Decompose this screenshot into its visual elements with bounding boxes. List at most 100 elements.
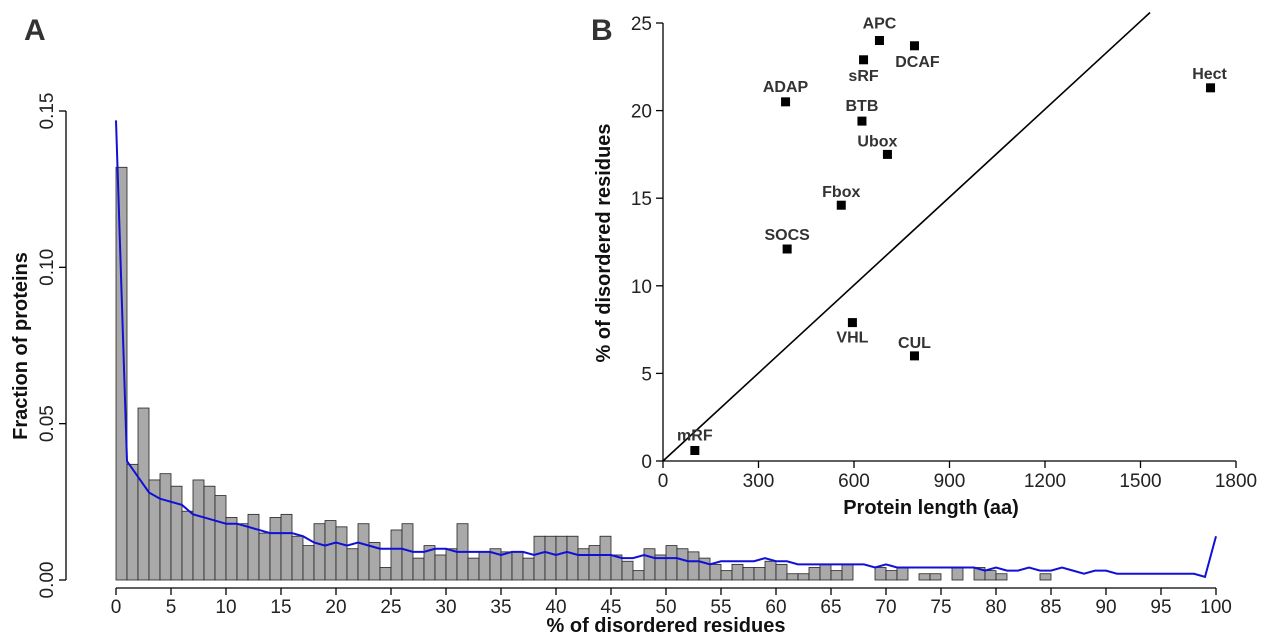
scatter-point-adap (781, 97, 791, 107)
histogram-bar (544, 535, 557, 581)
histogram-bar (434, 554, 447, 581)
histogram-bar (951, 567, 964, 581)
histogram-bar (984, 570, 997, 581)
histogram-bar (555, 535, 568, 581)
scatter-point-btb (857, 116, 867, 126)
y-tick-label: 15 (631, 189, 652, 210)
x-tick-label: 10 (215, 597, 236, 618)
x-tick-label: 1800 (1215, 471, 1257, 492)
x-tick-label: 90 (1095, 597, 1116, 618)
histogram-bar (687, 551, 700, 581)
x-tick-label: 5 (166, 597, 177, 618)
histogram-bar (247, 513, 260, 581)
point-label-btb: BTB (846, 98, 879, 115)
histogram-bar (665, 545, 678, 581)
histogram-bar (742, 567, 755, 581)
histogram-bar (280, 513, 293, 581)
panel-a-letter: A (24, 14, 46, 47)
scatter-point-ubox (882, 149, 892, 159)
scatter-point-vhl (847, 318, 857, 328)
point-label-srf: sRF (848, 68, 878, 85)
histogram-bar (566, 535, 579, 581)
histogram-bar (995, 573, 1008, 581)
histogram-bars (115, 166, 1052, 581)
panel-b-x-axis-title: Protein length (aa) (843, 497, 1019, 519)
histogram-bar (588, 545, 601, 581)
histogram-bar (797, 573, 810, 581)
x-tick-label: 1200 (1024, 471, 1066, 492)
histogram-bar (577, 548, 590, 581)
panel-a-y-axis-title: Fraction of proteins (10, 252, 32, 440)
y-tick-label: 25 (631, 14, 652, 35)
point-label-dcaf: DCAF (895, 54, 940, 71)
point-label-vhl: VHL (836, 330, 868, 347)
histogram-bar (225, 517, 238, 581)
histogram-bar (764, 560, 777, 581)
histogram-bar (1039, 573, 1052, 581)
histogram-bar (159, 473, 172, 581)
histogram-bar (841, 563, 854, 581)
panel-b: B APC DCAF sRF Hect ADAP BTB Ubox Fbox SOCS VHL CU… (591, 11, 1257, 519)
histogram-bar (720, 570, 733, 581)
histogram-bar (126, 463, 139, 581)
y-tick-label: 0 (641, 452, 652, 473)
panel-a-axes: 0 5 10 15 20 25 30 35 40 45 50 55 60 65 70 75 80 85 90 95 10… (37, 93, 1232, 618)
histogram-bar (203, 485, 216, 581)
histogram-bar (335, 526, 348, 581)
histogram-bar (368, 542, 381, 581)
panel-b-y-axis-title: % of disordered residues (593, 124, 615, 363)
point-label-adap: ADAP (763, 79, 809, 96)
histogram-bar (302, 545, 315, 581)
histogram-bar (533, 535, 546, 581)
scatter-points: APC DCAF sRF Hect ADAP BTB Ubox Fbox SOCS VHL CUL m… (677, 16, 1228, 455)
point-label-socs: SOCS (764, 227, 810, 244)
x-tick-label: 95 (1150, 597, 1171, 618)
histogram-bar (357, 523, 370, 581)
histogram-bar (786, 573, 799, 581)
histogram-bar (291, 535, 304, 581)
histogram-bar (511, 551, 524, 581)
reference-line (662, 11, 1151, 462)
histogram-bar (236, 523, 249, 581)
y-tick-label: 10 (631, 277, 652, 298)
x-tick-label: 80 (985, 597, 1006, 618)
histogram-bar (830, 570, 843, 581)
x-tick-label: 85 (1040, 597, 1061, 618)
scatter-point-srf (859, 55, 869, 65)
histogram-bar (918, 573, 931, 581)
x-tick-label: 100 (1200, 597, 1232, 618)
x-tick-label: 0 (111, 597, 122, 618)
point-label-mrf: mRF (677, 427, 713, 444)
histogram-bar (445, 548, 458, 581)
histogram-bar (269, 517, 282, 581)
y-tick-label: 0.10 (37, 249, 58, 286)
histogram-bar (819, 563, 832, 581)
histogram-bar (874, 567, 887, 581)
x-tick-label: 900 (934, 471, 966, 492)
x-tick-label: 75 (930, 597, 951, 618)
histogram-bar (885, 570, 898, 581)
histogram-bar (709, 563, 722, 581)
point-label-hect: Hect (1192, 66, 1227, 83)
histogram-bar (478, 551, 491, 581)
scatter-point-cul (909, 351, 919, 361)
distribution-curve (115, 120, 1217, 579)
histogram-bar (346, 548, 359, 581)
scatter-point-apc (874, 36, 884, 46)
histogram-bar (522, 557, 535, 581)
panel-a-x-axis-title: % of disordered residues (547, 615, 786, 637)
x-tick-label: 40 (545, 597, 566, 618)
point-label-ubox: Ubox (857, 133, 897, 150)
x-tick-label: 60 (765, 597, 786, 618)
x-tick-label: 600 (838, 471, 870, 492)
histogram-bar (676, 548, 689, 581)
histogram-bar (324, 520, 337, 581)
x-tick-label: 1500 (1119, 471, 1161, 492)
histogram-bar (731, 563, 744, 581)
x-tick-label: 35 (490, 597, 511, 618)
y-tick-label: 0.05 (37, 405, 58, 442)
panel-a: A 0 5 10 15 20 25 30 35 40 45 50 55 60 65 70 75 80 85 90 95… (10, 14, 1232, 637)
histogram-bar (214, 495, 227, 581)
histogram-bar (258, 532, 271, 581)
histogram-bar (390, 529, 403, 581)
